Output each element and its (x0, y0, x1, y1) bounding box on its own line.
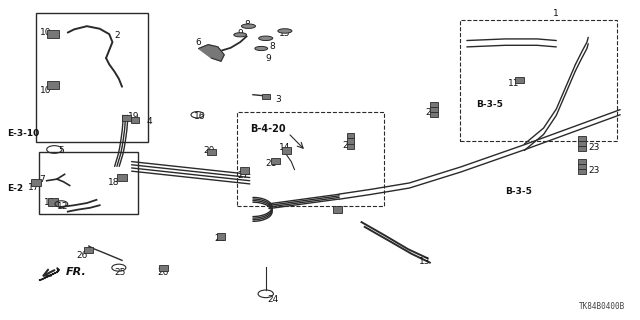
Bar (271, 157, 280, 164)
Text: 7: 7 (39, 175, 45, 184)
Bar (333, 206, 342, 212)
Bar (48, 198, 58, 206)
Bar (117, 174, 127, 181)
Text: 6: 6 (195, 38, 201, 47)
Bar (159, 265, 168, 271)
Text: 16: 16 (193, 112, 205, 121)
Polygon shape (39, 268, 60, 280)
Text: E-2: E-2 (7, 184, 23, 193)
Bar (430, 102, 438, 107)
Bar (515, 76, 524, 83)
Text: 3: 3 (275, 95, 281, 104)
Ellipse shape (234, 33, 246, 37)
Text: 11: 11 (508, 79, 520, 88)
Bar (47, 81, 59, 89)
Bar (578, 159, 586, 164)
Bar (578, 146, 586, 151)
Bar (237, 112, 384, 206)
Text: B-4-20: B-4-20 (250, 124, 285, 134)
Text: 12: 12 (57, 202, 68, 211)
Text: 15: 15 (279, 29, 291, 38)
Bar (131, 117, 139, 123)
Text: 8: 8 (269, 42, 275, 52)
Text: FR.: FR. (66, 267, 86, 277)
Text: 10: 10 (40, 28, 52, 37)
Text: 20: 20 (204, 146, 215, 155)
Text: 17: 17 (28, 183, 39, 192)
Bar (578, 169, 586, 174)
Text: TK84B0400B: TK84B0400B (579, 302, 625, 311)
Text: E-3-10: E-3-10 (7, 129, 39, 138)
Bar (461, 20, 617, 141)
Text: 18: 18 (108, 178, 120, 187)
Ellipse shape (259, 36, 273, 41)
Bar (578, 141, 586, 146)
Bar (578, 164, 586, 169)
Text: 8: 8 (244, 20, 250, 29)
Text: B-3-5: B-3-5 (476, 100, 503, 109)
Bar (122, 115, 131, 121)
Text: 11: 11 (332, 206, 343, 215)
Text: 21: 21 (266, 159, 277, 168)
Text: 22: 22 (342, 141, 354, 150)
Text: 5: 5 (58, 146, 64, 155)
Text: 9: 9 (266, 53, 271, 62)
FancyArrowPatch shape (44, 270, 54, 276)
Text: 9: 9 (237, 29, 243, 38)
Ellipse shape (241, 24, 255, 28)
Text: 26: 26 (157, 268, 168, 277)
Text: 1: 1 (554, 9, 559, 18)
Text: 18: 18 (44, 197, 56, 206)
Bar (47, 30, 59, 38)
Bar (282, 147, 291, 154)
Ellipse shape (255, 46, 268, 51)
Bar (240, 167, 250, 173)
Bar (430, 112, 438, 117)
Bar (216, 233, 225, 240)
Bar (36, 13, 148, 142)
Text: 19: 19 (129, 112, 140, 121)
Bar (31, 179, 41, 186)
Text: 27: 27 (237, 171, 248, 180)
Text: 23: 23 (588, 166, 600, 175)
Text: 23: 23 (588, 143, 600, 152)
Bar (578, 136, 586, 141)
Text: 13: 13 (419, 257, 431, 266)
Ellipse shape (278, 29, 292, 33)
Bar (84, 247, 93, 253)
Bar (430, 107, 438, 112)
Text: 25: 25 (115, 268, 125, 277)
Text: 22: 22 (426, 108, 436, 117)
Polygon shape (198, 45, 224, 61)
Bar (207, 149, 216, 156)
Text: B-3-5: B-3-5 (505, 187, 532, 196)
Text: 14: 14 (278, 143, 290, 152)
Text: 21: 21 (214, 234, 226, 243)
Bar (347, 133, 355, 139)
Bar (347, 138, 355, 144)
Bar (39, 152, 138, 214)
Bar (347, 143, 355, 149)
Text: 10: 10 (40, 86, 52, 95)
Bar (262, 94, 269, 99)
Text: 2: 2 (115, 31, 120, 40)
Text: 24: 24 (268, 295, 279, 304)
Text: 4: 4 (147, 116, 152, 126)
Text: 26: 26 (76, 251, 88, 260)
